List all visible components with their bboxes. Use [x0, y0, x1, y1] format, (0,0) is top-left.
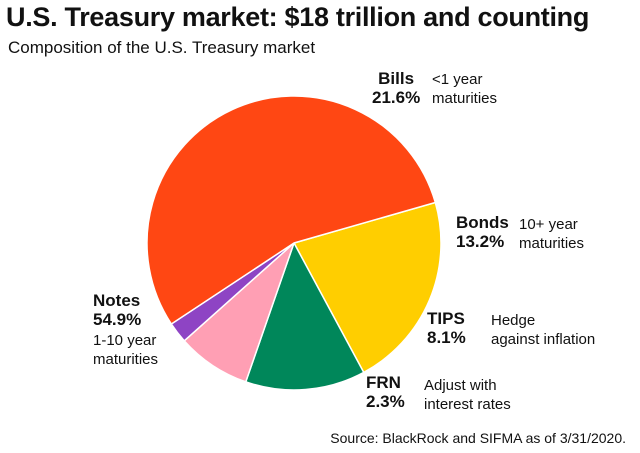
label-frn-name: FRN	[366, 373, 401, 392]
desc-frn-line1: Adjust with	[424, 377, 497, 394]
desc-frn: Adjust with interest rates	[424, 376, 511, 414]
pie-slice-bills	[292, 201, 442, 374]
label-frn: FRN 2.3%	[366, 373, 405, 411]
label-tips-pct: 8.1%	[427, 328, 466, 347]
desc-bills: <1 year maturities	[432, 70, 497, 108]
label-tips: TIPS 8.1%	[427, 309, 466, 347]
label-frn-pct: 2.3%	[366, 392, 405, 411]
desc-bonds-line2: maturities	[519, 235, 585, 252]
label-tips-name: TIPS	[427, 309, 465, 328]
label-notes-pct: 54.9%	[93, 310, 142, 329]
desc-bills-line1: <1 year	[432, 71, 483, 88]
label-bills: Bills 21.6%	[372, 69, 420, 107]
pie-slice-bonds	[244, 241, 365, 391]
label-bonds: Bonds 13.2%	[456, 213, 509, 251]
label-notes: Notes 54.9%	[93, 291, 141, 329]
desc-bills-line2: maturities	[432, 90, 498, 107]
desc-tips-line1: Hedge	[491, 312, 536, 329]
chart-title: U.S. Treasury market: $18 trillion and c…	[6, 2, 590, 32]
desc-bonds: 10+ year maturities	[519, 215, 584, 253]
label-bonds-pct: 13.2%	[456, 232, 505, 251]
desc-bonds-line1: 10+ year	[519, 216, 578, 233]
desc-notes-line1: 1-10 year	[93, 332, 157, 349]
desc-tips-line2: against inflation	[491, 331, 596, 348]
label-notes-name: Notes	[93, 291, 141, 310]
label-bonds-name: Bonds	[456, 213, 509, 232]
pie-slice-notes	[146, 95, 437, 326]
desc-tips: Hedge against inflation	[491, 311, 595, 349]
source-note: Source: BlackRock and SIFMA as of 3/31/2…	[330, 430, 626, 446]
desc-notes: 1-10 year maturities	[93, 331, 158, 369]
desc-notes-line2: maturities	[93, 351, 159, 368]
label-bills-name: Bills	[378, 69, 415, 88]
chart-subtitle: Composition of the U.S. Treasury market	[8, 38, 316, 57]
label-bills-pct: 21.6%	[372, 88, 421, 107]
desc-frn-line2: interest rates	[424, 396, 511, 413]
